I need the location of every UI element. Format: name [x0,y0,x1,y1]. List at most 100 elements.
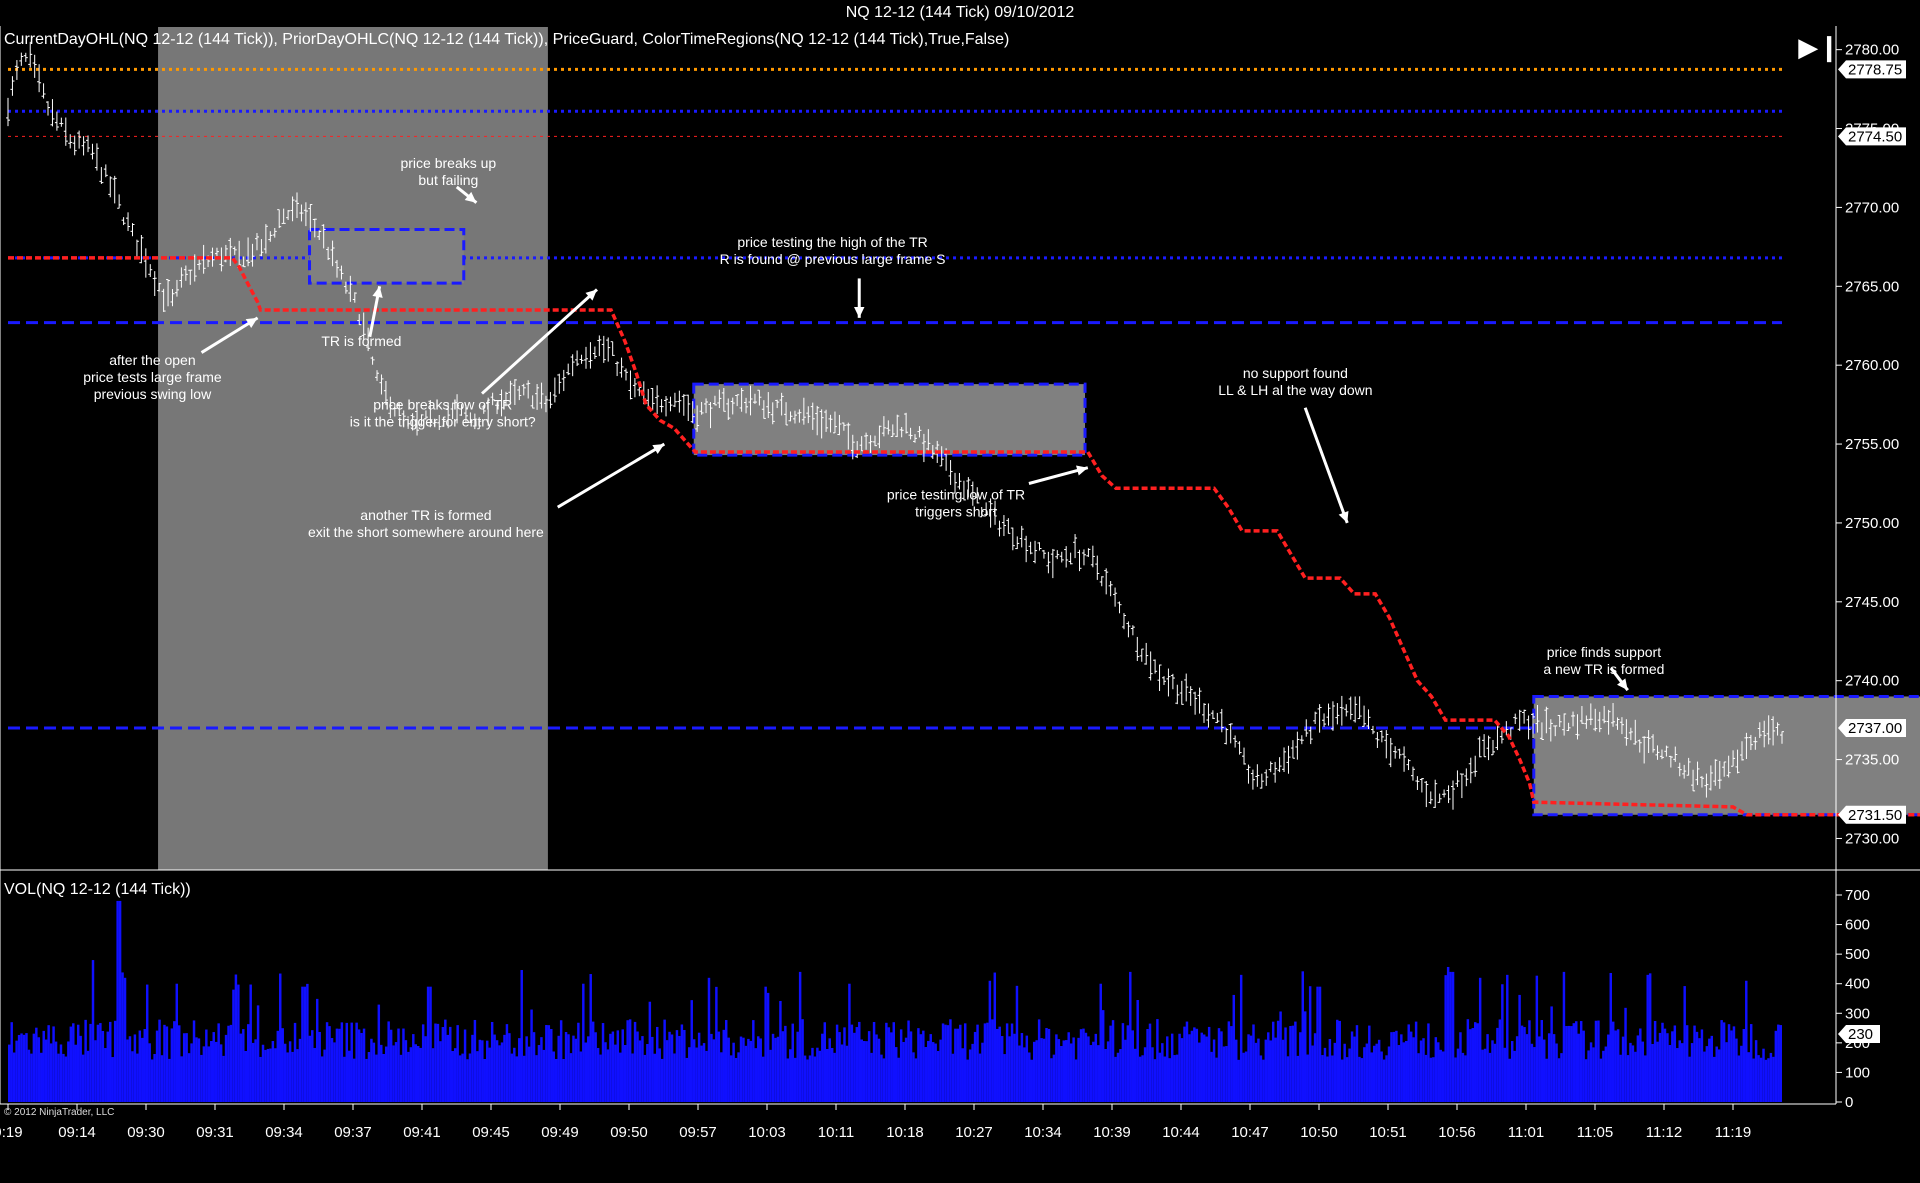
volume-bar [409,1047,413,1102]
volume-bar [1294,1021,1297,1102]
price-tag-label: 2737.00 [1848,720,1902,737]
volume-bar [298,1038,302,1102]
volume-bar [1116,1052,1120,1102]
volume-bar [1565,1026,1568,1102]
volume-bar [774,1037,777,1102]
volume-bar [1774,1030,1778,1102]
volume-bar [1493,1043,1497,1102]
volume-bar [303,986,307,1102]
volume-bar [1589,1042,1593,1102]
volume-bar [254,1039,257,1102]
volume-bar [675,1030,679,1102]
volume-bar [1483,1048,1487,1102]
volume-bar [436,1023,440,1102]
volume-bar [518,1038,521,1102]
volume-bar [1474,1022,1477,1102]
volume-bar [1138,1056,1142,1102]
volume-bar [843,1027,846,1102]
volume-bar [1405,1040,1408,1102]
volume-bar [700,1045,703,1102]
volume-bar [1124,1039,1127,1102]
volume-bar [111,1057,114,1102]
volume-bar [1461,1052,1465,1102]
volume-bar [924,1047,928,1102]
time-tick-label: 09:30 [127,1124,165,1141]
volume-bar [1299,1032,1302,1102]
skip-to-end-icon[interactable]: ▶❙ [1798,32,1840,62]
volume-bar [1745,980,1748,1102]
volume-bar [818,1050,822,1102]
volume-bar [1666,1033,1669,1102]
volume-bar [128,1036,132,1102]
volume-bar [1441,1051,1445,1102]
volume-bar [734,1057,738,1102]
volume-bar [744,1045,748,1102]
volume-bar [1143,1047,1147,1102]
volume-bar [567,1034,570,1102]
volume-bar [996,1028,999,1102]
volume-bar [702,1043,706,1102]
volume-bar [121,972,124,1102]
volume-bar [20,1033,23,1102]
volume-bar [789,1049,792,1102]
volume-bar [1611,1021,1615,1102]
volume-bar [1400,1034,1403,1102]
volume-bar [505,1024,509,1102]
volume-bar [1079,1029,1083,1102]
volume-bar [1148,1023,1152,1102]
volume-bar [1010,1023,1014,1102]
volume-bar [397,1028,400,1102]
volume-bar [1700,1029,1704,1102]
volume-bar [1089,1045,1093,1102]
volume-bar [1304,1011,1307,1102]
volume-bar [99,1023,102,1102]
volume-bar [646,1044,649,1102]
volume-bar [1249,1035,1253,1102]
volume-bar [695,1047,698,1102]
volume-bar [1503,1047,1507,1102]
volume-bar [865,1041,868,1102]
volume-bar [545,1025,548,1102]
volume-bar [468,1053,472,1102]
volume-bar [1126,1025,1130,1102]
volume-bar [318,1031,321,1102]
volume-bar [426,986,430,1102]
volume-bar [12,1052,16,1102]
volume-bar [1656,1041,1659,1102]
volume-bar [1727,1024,1731,1102]
volume-bar [461,1053,464,1102]
volume-bar [956,1028,960,1102]
volume-bar [1708,1038,1711,1102]
volume-bar [1178,1033,1181,1102]
volume-bar [1481,1049,1484,1102]
volume-bar [752,1020,755,1102]
volume-bar [931,1042,935,1102]
volume-bar [747,1038,750,1102]
volume-bar [1690,1043,1694,1102]
volume-bar [155,1030,159,1102]
volume-bar [1286,1056,1290,1102]
volume-bar [1338,1020,1341,1102]
volume-bar [562,1059,565,1102]
volume-bar [1732,1026,1736,1102]
volume-bar [715,986,718,1102]
volume-bar [1705,1046,1709,1102]
volume-bar [1018,1045,1021,1102]
volume-bar [1676,1048,1679,1102]
volume-bar [483,1059,486,1102]
volume-bar [643,1054,647,1102]
volume-bar [67,1041,70,1102]
volume-bar [357,1029,361,1102]
volume-bar [190,1043,193,1102]
volume-bar [614,1044,617,1102]
volume-bar [833,1052,836,1102]
volume-bar [1432,1057,1435,1102]
volume-bar [968,1049,972,1102]
volume-bar [434,1023,437,1102]
volume-bar [182,1033,186,1102]
volume-bar [35,1027,38,1102]
volume-bar [626,1020,629,1102]
volume-bar [1358,1056,1361,1102]
